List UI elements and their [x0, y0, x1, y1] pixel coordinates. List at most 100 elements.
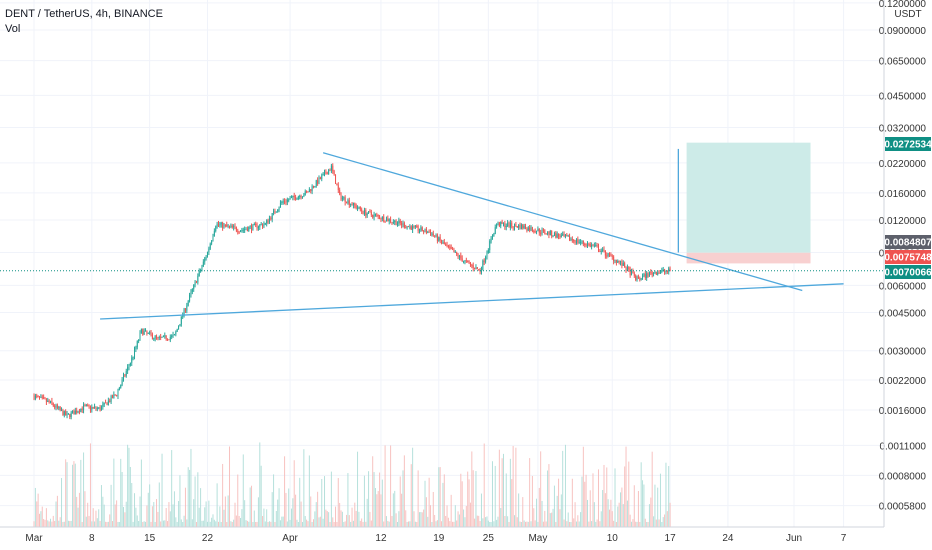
candle-body — [390, 219, 392, 222]
volume-bar — [647, 522, 649, 527]
volume-bar — [648, 504, 650, 527]
volume-bar — [384, 445, 386, 527]
volume-bar — [37, 493, 39, 527]
candle-body — [154, 335, 156, 339]
trendlines[interactable] — [0, 148, 884, 320]
candle-body — [392, 222, 394, 224]
candle-body — [168, 339, 170, 341]
volume-bar — [318, 517, 320, 527]
volume-bar — [668, 466, 670, 527]
y-tick-label: 0.0060000 — [879, 281, 927, 292]
volume-bar — [642, 480, 644, 527]
candle-body — [58, 407, 60, 409]
volume-bar — [432, 491, 434, 527]
candle-body — [407, 226, 409, 228]
candle-body — [489, 241, 491, 251]
volume-bar — [599, 521, 601, 527]
volume-bar — [146, 505, 148, 527]
candle-body — [569, 235, 571, 241]
y-tick-label: 0.0005800 — [879, 502, 927, 513]
candle-body — [193, 284, 195, 290]
volume-bar — [285, 492, 287, 527]
volume-bar — [346, 514, 348, 527]
candle-body — [321, 175, 323, 179]
candle-body — [295, 197, 297, 200]
candle-body — [596, 245, 598, 247]
candle-body — [577, 239, 579, 243]
volume-bar — [494, 465, 496, 527]
volume-bar — [335, 506, 337, 527]
candle-body — [447, 245, 449, 247]
volume-bar — [383, 521, 385, 527]
volume-bar — [533, 508, 535, 527]
candle-body — [661, 270, 663, 272]
candle-body — [259, 224, 261, 227]
volume-bar — [485, 517, 487, 527]
candle-body — [312, 186, 314, 188]
volume-bar — [139, 496, 141, 527]
volume-bar — [84, 491, 86, 527]
candle-body — [476, 267, 478, 270]
volume-bar — [628, 461, 630, 527]
volume-bar — [534, 520, 536, 527]
candle-body — [454, 251, 456, 253]
volume-bar — [277, 499, 279, 527]
candle-body — [406, 226, 408, 228]
candle-body — [547, 231, 549, 234]
candle-body — [41, 396, 43, 398]
volume-bar — [486, 516, 488, 527]
candle-body — [96, 408, 98, 410]
volume-bar — [317, 491, 319, 527]
candle-body — [425, 228, 427, 233]
volume-bar — [288, 488, 290, 527]
volume-bar — [414, 521, 416, 527]
candle-body — [343, 197, 345, 199]
candle-body — [329, 170, 331, 172]
candle-body — [388, 219, 390, 222]
long-position-tool[interactable] — [686, 142, 811, 264]
symbol-title[interactable]: DENT / TetherUS, 4h, BINANCE — [5, 8, 163, 20]
candle-body — [301, 196, 303, 198]
profit-zone — [686, 142, 811, 253]
candle-body — [156, 335, 158, 338]
volume-bar — [518, 493, 520, 527]
volume-bar — [332, 517, 334, 527]
candle-body — [507, 222, 509, 226]
candle-body — [460, 255, 462, 259]
candle-body — [215, 226, 217, 232]
candle-body — [186, 305, 188, 311]
candle-body — [189, 295, 191, 301]
volume-bar — [365, 521, 367, 527]
candle-body — [111, 396, 113, 399]
volume-bar — [286, 521, 288, 527]
volume-bar — [149, 484, 151, 527]
volume-bar — [643, 484, 645, 527]
candle-body — [514, 224, 516, 228]
x-tick-label: 15 — [144, 533, 156, 544]
volume-bar — [475, 471, 477, 527]
volume-bar — [542, 521, 544, 527]
candle-body — [391, 221, 393, 223]
volume-bar — [94, 521, 96, 527]
candle-body — [396, 223, 398, 226]
volume-bar — [531, 475, 533, 527]
candle-body — [142, 328, 144, 335]
candle-body — [245, 229, 247, 231]
volume-bar — [454, 505, 456, 527]
volume-bar — [558, 478, 560, 527]
candle-body — [190, 291, 192, 296]
candle-body — [643, 274, 645, 276]
volume-bar — [118, 522, 120, 527]
volume-bar — [352, 520, 354, 527]
candle-body — [359, 206, 361, 210]
volume-legend-label[interactable]: Vol — [5, 23, 21, 35]
volume-bar — [362, 521, 364, 527]
candle-body — [173, 334, 175, 336]
candle-body — [346, 202, 348, 204]
volume-bar — [639, 521, 641, 527]
volume-bar — [394, 490, 396, 527]
volume-bar — [175, 517, 177, 527]
volume-bar — [662, 517, 664, 527]
